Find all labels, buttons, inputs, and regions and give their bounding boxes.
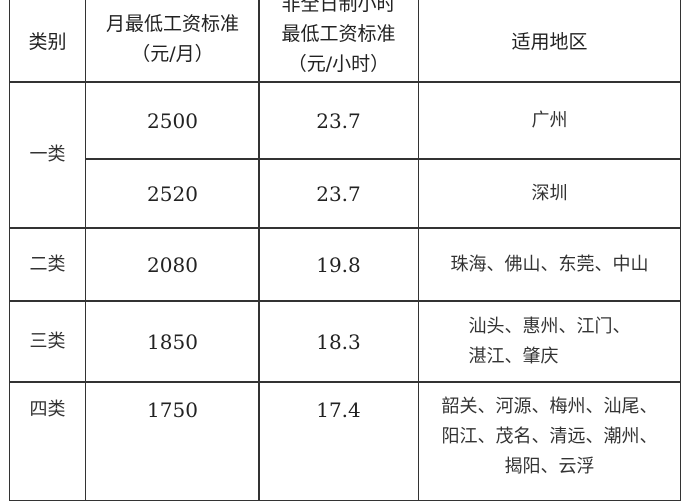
category-cell: 二类 — [9, 227, 86, 302]
monthly-value: 2520 — [147, 181, 198, 206]
regions-text: 深圳 — [531, 182, 568, 204]
header-hourly: 非全日制小时 最低工资标准 （元/小时） — [258, 0, 419, 83]
regions-cell: 珠海、佛山、东莞、中山 — [418, 227, 681, 302]
category-cell: 一类 — [9, 81, 86, 229]
regions-text: 揭阳、云浮 — [504, 456, 595, 477]
hourly-value: 19.8 — [316, 252, 361, 277]
hourly-cell: 18.3 — [258, 300, 419, 383]
monthly-value: 2500 — [147, 108, 198, 133]
header-category-text: 类别 — [28, 30, 67, 53]
monthly-value: 2080 — [147, 252, 198, 277]
monthly-cell: 1750 — [85, 381, 260, 501]
category-cell: 三类 — [9, 300, 86, 383]
hourly-value: 18.3 — [316, 329, 361, 354]
regions-text: 阳江、茂名、清远、潮州、 — [441, 426, 658, 447]
monthly-value: 1750 — [147, 398, 198, 422]
hourly-cell: 23.7 — [258, 158, 419, 229]
regions-cell: 韶关、河源、梅州、汕尾、 阳江、茂名、清远、潮州、 揭阳、云浮 — [418, 381, 681, 501]
monthly-value: 1850 — [147, 329, 198, 354]
hourly-cell: 19.8 — [258, 227, 419, 302]
hourly-value: 17.4 — [316, 398, 361, 422]
header-hourly-line2: 最低工资标准 — [281, 22, 396, 45]
monthly-cell: 2520 — [85, 158, 260, 229]
hourly-cell: 17.4 — [258, 381, 419, 501]
category-text: 二类 — [29, 253, 66, 275]
monthly-cell: 2080 — [85, 227, 260, 302]
regions-text: 湛江、肇庆 — [468, 345, 559, 367]
category-cell: 四类 — [9, 381, 86, 501]
header-category: 类别 — [9, 0, 86, 83]
header-hourly-line1: 非全日制小时 — [281, 0, 396, 15]
regions-cell: 汕头、惠州、江门、 湛江、肇庆 — [418, 300, 681, 383]
header-monthly: 月最低工资标准 （元/月） — [85, 0, 260, 83]
regions-text: 珠海、佛山、东莞、中山 — [450, 253, 649, 275]
hourly-value: 23.7 — [316, 108, 361, 133]
regions-cell: 深圳 — [418, 158, 681, 229]
header-monthly-line2: （元/月） — [131, 42, 214, 65]
monthly-cell: 2500 — [85, 81, 260, 160]
header-regions-text: 适用地区 — [511, 30, 588, 53]
category-text: 四类 — [29, 399, 66, 420]
regions-text: 广州 — [531, 109, 568, 131]
regions-text: 韶关、河源、梅州、汕尾、 — [441, 396, 658, 417]
hourly-cell: 23.7 — [258, 81, 419, 160]
header-hourly-line3: （元/小时） — [287, 52, 390, 75]
monthly-cell: 1850 — [85, 300, 260, 383]
category-text: 一类 — [29, 144, 66, 165]
regions-cell: 广州 — [418, 81, 681, 160]
category-text: 三类 — [29, 330, 66, 352]
header-regions: 适用地区 — [418, 0, 681, 83]
header-monthly-line1: 月最低工资标准 — [105, 12, 239, 35]
hourly-value: 23.7 — [316, 181, 361, 206]
regions-text: 汕头、惠州、江门、 — [468, 315, 631, 337]
